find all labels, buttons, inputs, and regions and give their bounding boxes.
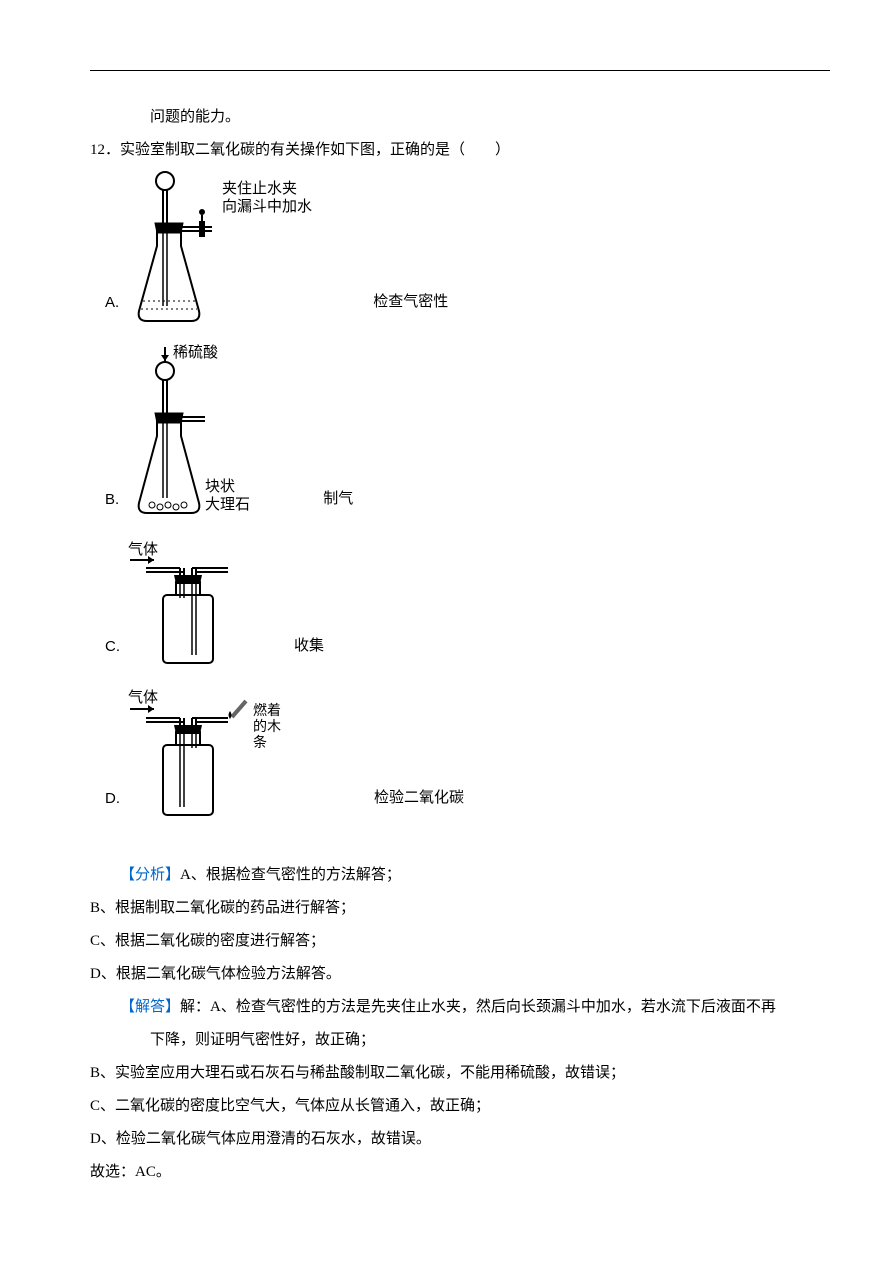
diagram-d-splint2: 的木 [253, 719, 281, 735]
diagram-b-marble2: 大理石 [205, 496, 250, 513]
option-a-label: A. [105, 286, 119, 339]
diagram-b-marble1: 块状 [205, 478, 235, 495]
option-c-caption: 收集 [294, 630, 324, 683]
analysis-line-c: C、根据二氧化碳的密度进行解答； [90, 925, 802, 958]
analysis-line-a: 【分析】A、根据检查气密性的方法解答； [90, 859, 802, 892]
option-b-row: B. 稀硫酸 块状 大理石 [90, 343, 802, 536]
diagram-a-label2: 向漏斗中加水 [222, 198, 312, 215]
option-b-caption: 制气 [323, 483, 353, 536]
answer-line-a: 【解答】解：A、检查气密性的方法是先夹住止水夹，然后向长颈漏斗中加水，若水流下后… [90, 991, 802, 1024]
answer-label: 【解答】 [120, 999, 180, 1015]
option-c-label: C. [105, 630, 120, 683]
diagram-a-label1: 夹住止水夹 [222, 180, 297, 197]
option-d-caption: 检验二氧化碳 [374, 782, 464, 835]
top-divider [90, 70, 830, 71]
option-c-row: C. 气体 收集 [90, 540, 802, 683]
analysis-a: A、根据检查气密性的方法解答； [180, 867, 401, 883]
option-b-diagram: 稀硫酸 块状 大理石 [127, 343, 307, 536]
diagram-b-acid: 稀硫酸 [173, 344, 218, 361]
answer-a-text: A、检查气密性的方法是先夹住止水夹，然后向长颈漏斗中加水，若水流下后液面不再 [210, 999, 776, 1015]
option-a-diagram: 夹住止水夹 向漏斗中加水 [127, 171, 357, 339]
option-d-row: D. 气体 [90, 687, 802, 835]
answer-line-c: C、二氧化碳的密度比空气大，气体应从长管通入，故正确； [90, 1090, 802, 1123]
option-d-label: D. [105, 782, 120, 835]
diagram-c-gas: 气体 [128, 541, 158, 558]
answer-line-b: B、实验室应用大理石或石灰石与稀盐酸制取二氧化碳，不能用稀硫酸，故错误； [90, 1057, 802, 1090]
diagram-d-splint3: 条 [253, 734, 267, 751]
question-number: 12． [90, 142, 120, 158]
analysis-line-d: D、根据二氧化碳气体检验方法解答。 [90, 958, 802, 991]
analysis-line-b: B、根据制取二氧化碳的药品进行解答； [90, 892, 802, 925]
diagram-d-gas: 气体 [128, 689, 158, 706]
analysis-label: 【分析】 [120, 867, 180, 883]
answer-line-a2: 下降，则证明气密性好，故正确； [90, 1024, 802, 1057]
option-a-row: A. 夹住止水夹 向漏斗中加水 检查气密性 [90, 171, 802, 339]
answer-prefix: 解： [180, 999, 210, 1015]
question-text: 实验室制取二氧化碳的有关操作如下图，正确的是（ ） [120, 142, 510, 158]
option-d-diagram: 气体 燃着 的木 条 [128, 687, 358, 835]
previous-fragment: 问题的能力。 [90, 101, 802, 134]
option-b-label: B. [105, 483, 119, 536]
option-a-caption: 检查气密性 [373, 286, 448, 339]
answer-line-d: D、检验二氧化碳气体应用澄清的石灰水，故错误。 [90, 1123, 802, 1156]
diagram-d-splint1: 燃着 [253, 702, 281, 719]
question-line: 12．实验室制取二氧化碳的有关操作如下图，正确的是（ ） [90, 134, 802, 167]
option-c-diagram: 气体 [128, 540, 278, 683]
answer-conclusion: 故选：AC。 [90, 1156, 802, 1189]
